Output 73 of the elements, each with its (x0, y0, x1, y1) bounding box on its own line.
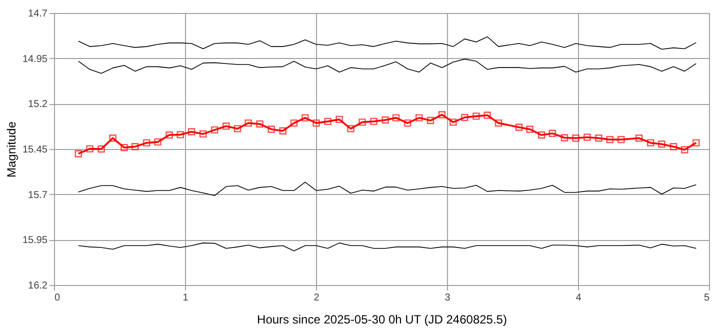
point (572, 134, 580, 142)
line-series (78, 182, 697, 196)
point (595, 134, 602, 142)
line-series (78, 58, 697, 74)
point (358, 118, 366, 126)
point (98, 145, 105, 153)
point (211, 126, 218, 134)
point (268, 126, 275, 133)
point (606, 136, 614, 144)
point (515, 124, 523, 131)
point (560, 134, 568, 142)
point (438, 111, 446, 118)
point (484, 112, 491, 119)
point (302, 114, 309, 122)
point (154, 138, 162, 146)
point (670, 143, 678, 150)
x-tick-label: 0 (54, 292, 60, 304)
point (290, 119, 298, 127)
point (256, 120, 264, 128)
point (426, 116, 434, 124)
x-tick-label: 2 (314, 292, 320, 304)
point (336, 116, 343, 124)
point (404, 119, 412, 127)
point (635, 134, 643, 142)
y-tick-label: 14.7 (28, 8, 48, 20)
point (450, 118, 457, 126)
point (199, 130, 207, 138)
y-tick-label: 15.2 (28, 99, 48, 110)
point (681, 146, 688, 154)
x-tick-label: 5 (704, 292, 710, 304)
point (370, 118, 378, 126)
line-series (78, 242, 697, 252)
point (109, 134, 116, 142)
x-tick-label: 1 (182, 292, 189, 304)
x-tick-label: 4 (576, 292, 582, 304)
y-tick-label: 15.45 (22, 144, 48, 156)
point (312, 119, 320, 127)
point (646, 139, 654, 146)
point (131, 143, 139, 150)
point (234, 125, 242, 132)
point (74, 150, 82, 158)
y-tick-label: 15.7 (28, 190, 48, 201)
point (188, 128, 196, 136)
point (415, 114, 423, 122)
point (548, 130, 556, 138)
point (143, 139, 150, 146)
point (658, 140, 666, 148)
point (494, 119, 502, 127)
point (279, 127, 286, 134)
point (176, 131, 184, 138)
point (526, 126, 534, 133)
point (382, 116, 389, 124)
point (324, 118, 332, 126)
point (392, 114, 400, 122)
point (472, 112, 480, 120)
point (461, 114, 468, 122)
y-tick-label: 14.95 (22, 54, 48, 65)
point (244, 119, 252, 127)
point (692, 139, 700, 146)
point (222, 122, 230, 130)
y-axis-title: Magnitude (4, 121, 18, 178)
y-tick-label: 16.2 (28, 280, 48, 292)
y-tick-label: 15.95 (22, 235, 48, 246)
point (166, 131, 173, 139)
point (347, 125, 354, 132)
point (618, 136, 625, 144)
point (86, 145, 94, 152)
x-axis-title: Hours since 2025-05-30 0h UT (JD 2460825.5) (257, 312, 507, 326)
point (120, 144, 128, 152)
point (538, 131, 546, 139)
x-tick-label: 3 (444, 292, 451, 304)
point (584, 134, 591, 141)
line-series (78, 36, 697, 50)
